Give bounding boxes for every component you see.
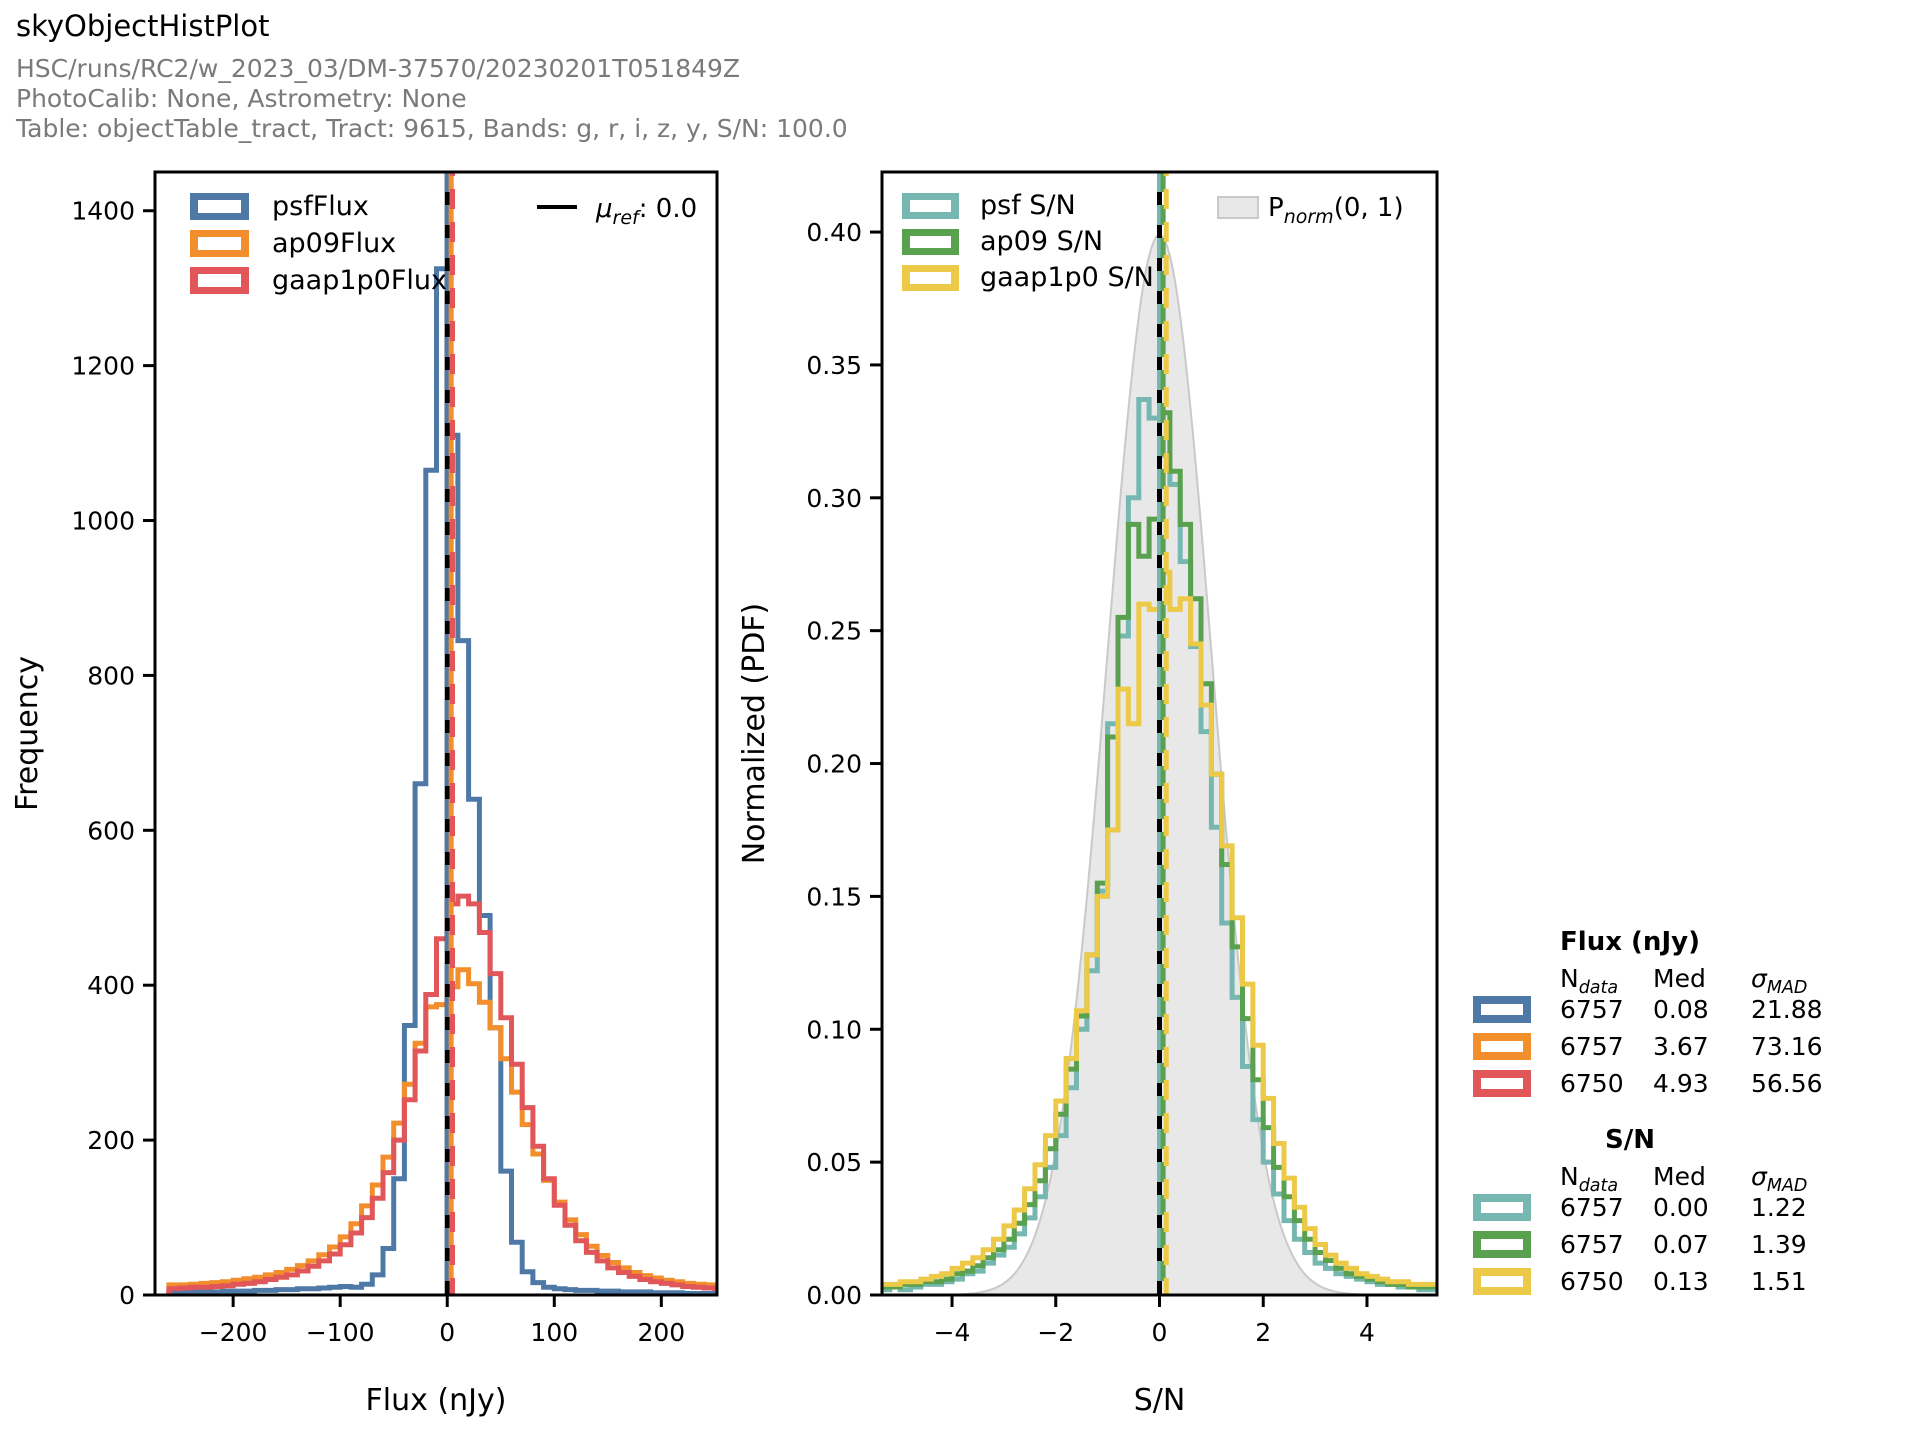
- stats-swatch-ap09-s-n: [1473, 1231, 1531, 1258]
- stats-col-header: Ndata: [1560, 964, 1619, 998]
- stats-ndata: 6750: [1560, 1069, 1624, 1098]
- stats-ndata: 6757: [1560, 1230, 1624, 1259]
- axes-frame: [153, 170, 719, 1297]
- y-tick-label: 0.05: [806, 1148, 862, 1177]
- y-tick-label: 0.30: [806, 484, 862, 513]
- stats-sigma-mad: 56.56: [1751, 1069, 1823, 1098]
- y-tick-label: 600: [87, 816, 135, 845]
- x-tick-label: 2: [1255, 1318, 1271, 1347]
- x-tick-label: −100: [306, 1318, 375, 1347]
- stats-swatch-psf-s-n: [1473, 1194, 1531, 1221]
- y-tick-label: 0.00: [806, 1281, 862, 1310]
- stats-col-header: Med: [1653, 1162, 1706, 1191]
- x-tick-label: −200: [199, 1318, 268, 1347]
- stats-swatch-ap09flux: [1473, 1033, 1531, 1060]
- legend-label: gaap1p0Flux: [272, 265, 447, 296]
- y-tick-label: 0.10: [806, 1015, 862, 1044]
- stats-col-header: Ndata: [1560, 1162, 1619, 1196]
- legend-label: ap09 S/N: [980, 226, 1103, 257]
- y-tick-label: 0: [119, 1281, 135, 1310]
- y-tick-label: 1000: [71, 507, 135, 536]
- y-axis-label: Normalized (PDF): [737, 603, 772, 865]
- figure-subtitle-run: HSC/runs/RC2/w_2023_03/DM-37570/20230201…: [16, 54, 741, 83]
- y-tick-label: 0.15: [806, 882, 862, 911]
- stats-median: 4.93: [1653, 1069, 1709, 1098]
- stats-col-header: σMAD: [1751, 1162, 1808, 1196]
- stats-ndata: 6757: [1560, 1032, 1624, 1061]
- stats-median: 3.67: [1653, 1032, 1709, 1061]
- legend-label: psfFlux: [272, 191, 369, 222]
- y-tick-label: 1400: [71, 197, 135, 226]
- x-tick-label: 100: [530, 1318, 578, 1347]
- figure-subtitle-table: Table: objectTable_tract, Tract: 9615, B…: [16, 114, 848, 143]
- figure-header: skyObjectHistPlot HSC/runs/RC2/w_2023_03…: [16, 6, 848, 144]
- normal-pdf-legend-label: Pnorm(0, 1): [1268, 193, 1404, 228]
- x-tick-label: 0: [439, 1318, 455, 1347]
- y-tick-label: 800: [87, 661, 135, 690]
- y-tick-label: 0.40: [806, 218, 862, 247]
- stats-ndata: 6757: [1560, 1193, 1624, 1222]
- x-tick-label: 4: [1359, 1318, 1375, 1347]
- y-tick-label: 400: [87, 971, 135, 1000]
- y-tick-label: 0.20: [806, 750, 862, 779]
- x-axis-label: Flux (nJy): [366, 1383, 507, 1418]
- stats-ndata: 6750: [1560, 1267, 1624, 1296]
- stats-median: 0.00: [1653, 1193, 1709, 1222]
- stats-swatch-gaap1p0-s-n: [1473, 1268, 1531, 1295]
- y-tick-label: 200: [87, 1126, 135, 1155]
- ref-line-legend-label: μref: 0.0: [595, 194, 697, 229]
- stats-col-header: Med: [1653, 964, 1706, 993]
- stats-sigma-mad: 21.88: [1751, 995, 1823, 1024]
- x-tick-label: 0: [1152, 1318, 1168, 1347]
- x-tick-label: −2: [1037, 1318, 1074, 1347]
- y-tick-label: 0.25: [806, 617, 862, 646]
- stats-table-title: S/N: [1605, 1125, 1655, 1155]
- stats-sigma-mad: 1.51: [1751, 1267, 1807, 1296]
- stats-swatch-gaap1p0flux: [1473, 1070, 1531, 1097]
- stats-col-header: σMAD: [1751, 964, 1808, 998]
- stats-median: 0.13: [1653, 1267, 1709, 1296]
- stats-swatch-psfflux: [1473, 996, 1531, 1023]
- stats-table-title: Flux (nJy): [1560, 927, 1700, 957]
- x-axis-label: S/N: [1134, 1383, 1186, 1418]
- y-tick-label: 0.35: [806, 351, 862, 380]
- sn-plot: −4 −2 0 2 4 0.00 0.05 0.10 0.15 0.20 0.25 0.30 0.35 0…: [737, 170, 1439, 1418]
- stats-median: 0.08: [1653, 995, 1709, 1024]
- x-tick-label: −4: [934, 1318, 971, 1347]
- y-tick-label: 1200: [71, 352, 135, 381]
- normal-pdf-legend-patch: [1217, 196, 1259, 219]
- y-axis-label: Frequency: [10, 656, 45, 811]
- legend-label: psf S/N: [980, 190, 1076, 221]
- legend-label: gaap1p0 S/N: [980, 262, 1154, 293]
- stats-sigma-mad: 1.39: [1751, 1230, 1807, 1259]
- stats-sigma-mad: 73.16: [1751, 1032, 1823, 1061]
- figure-title: skyObjectHistPlot: [16, 9, 270, 43]
- legend-label: ap09Flux: [272, 228, 396, 259]
- stats-panel: Flux (nJy) Ndata Med σMAD 6757 0.08 21.88 6757 3…: [1455, 925, 1865, 1325]
- stats-median: 0.07: [1653, 1230, 1709, 1259]
- stats-sigma-mad: 1.22: [1751, 1193, 1807, 1222]
- x-tick-label: 200: [637, 1318, 685, 1347]
- flux-plot: −200 −100 0 100 200 0 200 400 600 800 1000 1200 1400…: [10, 170, 719, 1418]
- figure-subtitle-calib: PhotoCalib: None, Astrometry: None: [16, 84, 467, 113]
- stats-ndata: 6757: [1560, 995, 1624, 1024]
